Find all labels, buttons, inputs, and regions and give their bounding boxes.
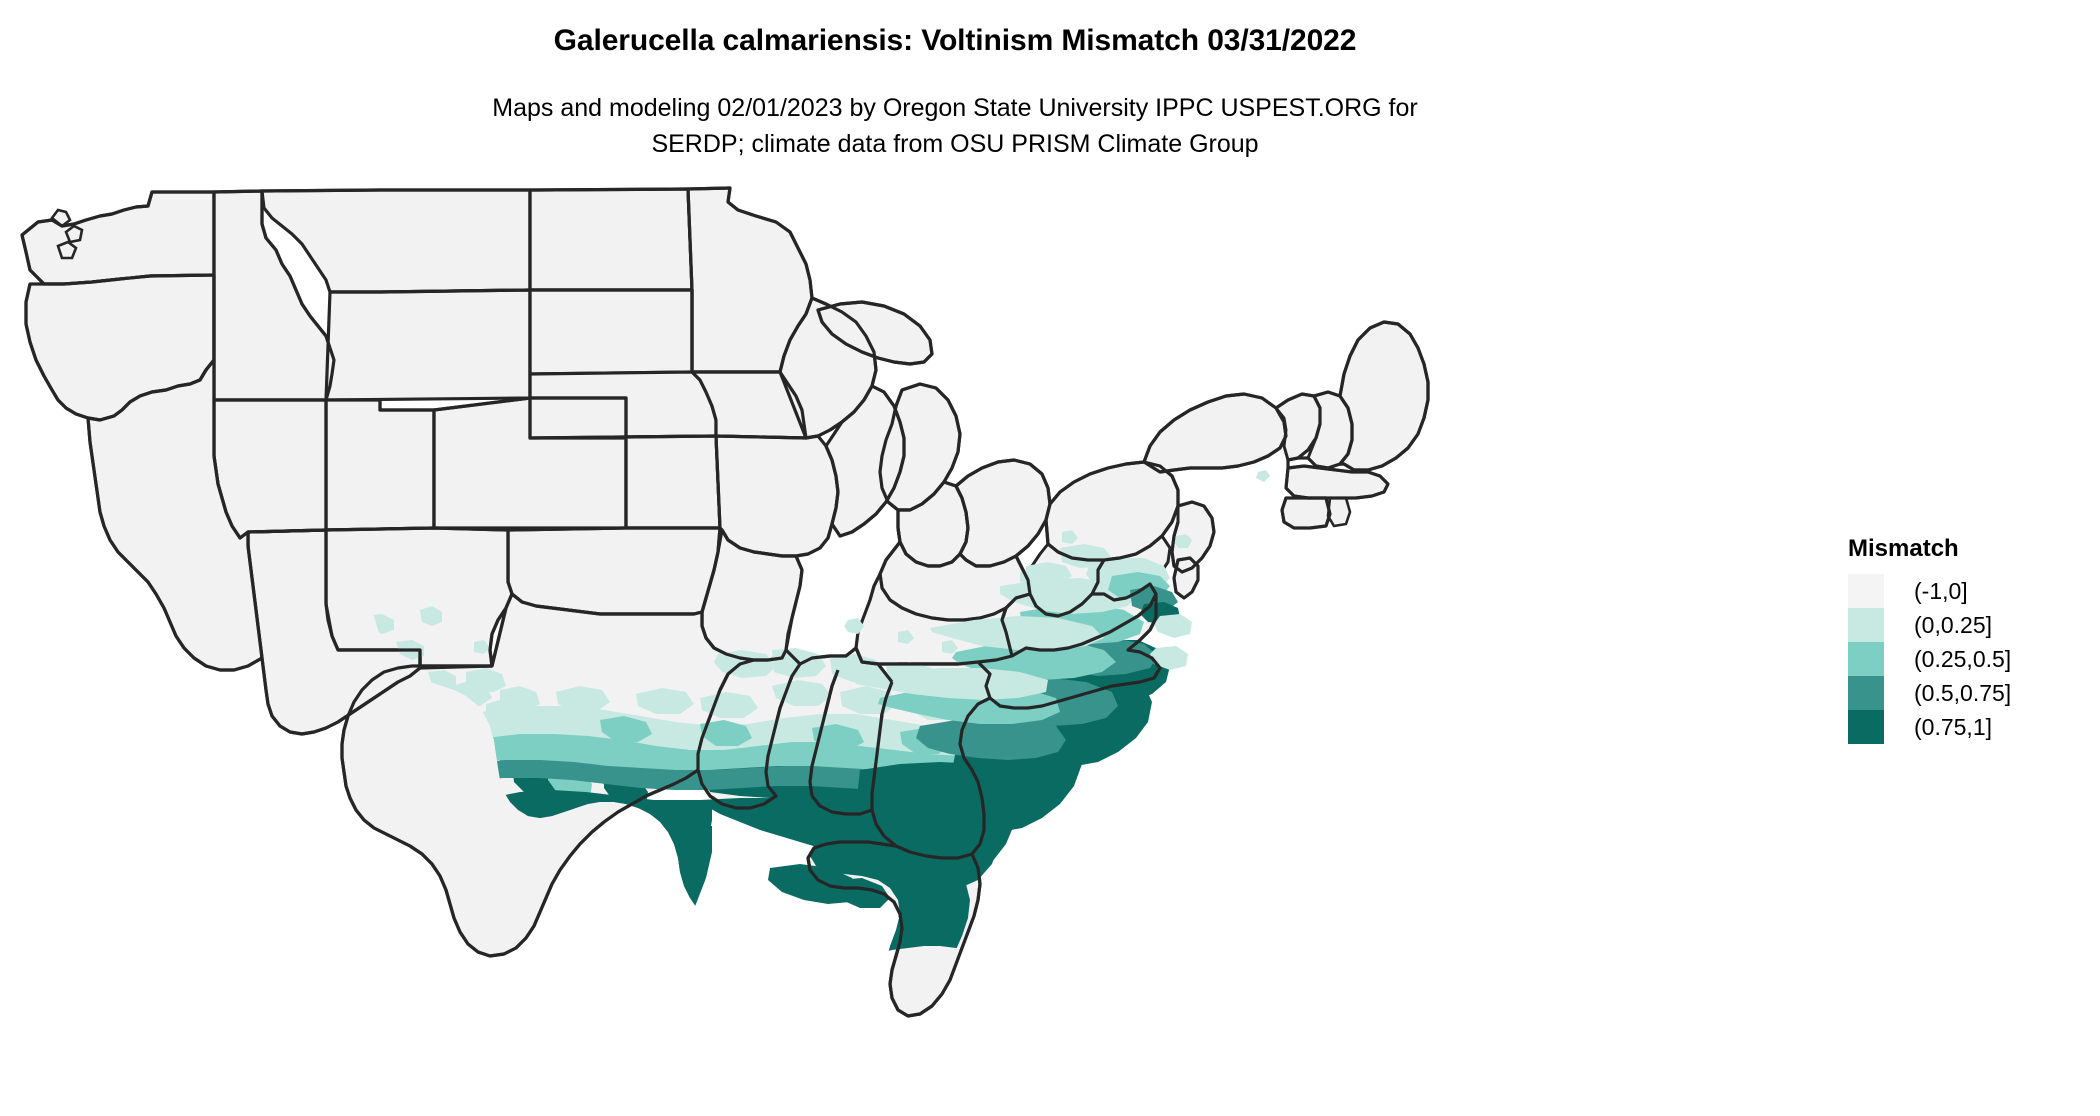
- legend-row: (0.25,0.5]: [1848, 642, 2088, 676]
- band-socal: [176, 688, 246, 788]
- legend-label: (0.25,0.5]: [1914, 646, 2012, 672]
- subtitle-line-2: SERDP; climate data from OSU PRISM Clima…: [651, 130, 1259, 158]
- map-canvas: [0, 180, 1860, 1110]
- figure-subtitle: Maps and modeling 02/01/2023 by Oregon S…: [0, 90, 1910, 162]
- legend-label: (0.5,0.75]: [1914, 680, 2012, 706]
- legend-row: (-1,0]: [1848, 574, 2088, 608]
- legend-rows: (-1,0] (0,0.25] (0.25,0.5] (0.5,0.75] (0.75,…: [1848, 574, 2088, 744]
- us-choropleth-map: [20, 186, 1430, 1046]
- legend-color-swatch: [1848, 710, 1884, 744]
- legend-title: Mismatch: [1848, 535, 1959, 562]
- legend-row: (0.75,1]: [1848, 710, 2088, 744]
- legend-label: (0,0.25]: [1914, 612, 1992, 638]
- legend-color-swatch: [1848, 608, 1884, 642]
- legend-row: (0,0.25]: [1848, 608, 2088, 642]
- page-title: Galerucella calmariensis: Voltinism Mism…: [553, 24, 1357, 57]
- legend-label: (-1,0]: [1914, 578, 1968, 604]
- band-misc-specks: [474, 470, 1270, 654]
- legend-color-swatch: [1848, 642, 1884, 676]
- band-louisiana-coast: [768, 864, 890, 908]
- legend-color-swatch: [1848, 676, 1884, 710]
- legend-color-swatch: [1848, 574, 1884, 608]
- legend-row: (0.5,0.75]: [1848, 676, 2088, 710]
- legend: Mismatch (-1,0] (0,0.25] (0.25,0.5] (0.5,0.…: [1848, 536, 2088, 744]
- states-border-layer: [20, 186, 1430, 1018]
- legend-label: (0.75,1]: [1914, 714, 1992, 740]
- subtitle-line-1: Maps and modeling 02/01/2023 by Oregon S…: [492, 94, 1418, 122]
